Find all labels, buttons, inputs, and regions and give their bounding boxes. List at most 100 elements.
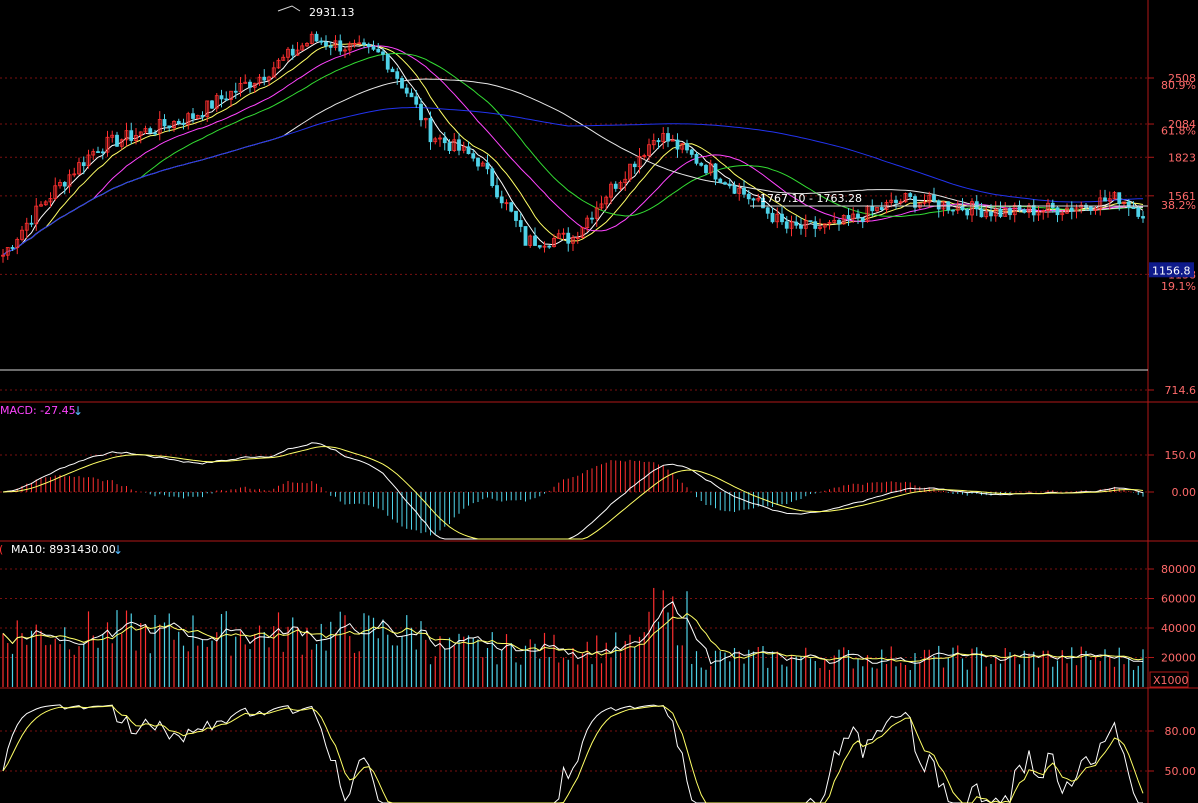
candle-body — [685, 143, 689, 151]
volume-axis-label: 20000 — [1161, 652, 1196, 665]
candle-body — [181, 122, 186, 125]
candle-body — [24, 222, 29, 231]
candle-body — [1055, 207, 1060, 216]
candle-body — [404, 87, 409, 94]
candle-body — [908, 193, 913, 197]
candle-body — [713, 163, 718, 180]
candle-body — [951, 209, 955, 212]
candle-body — [438, 137, 442, 140]
candle-body — [1122, 201, 1126, 204]
candle-body — [708, 163, 713, 174]
volume-ma10-line — [2, 612, 1144, 663]
candle-body — [789, 221, 794, 229]
high-marker-leader — [277, 5, 301, 12]
candle-body — [409, 92, 414, 98]
candle-body — [998, 209, 1003, 217]
candle-body — [376, 48, 381, 53]
current-price-tag: 1156.8 — [1149, 262, 1194, 278]
candle-body — [547, 245, 552, 248]
volume-bars — [2, 587, 1144, 687]
candle-body — [1050, 202, 1055, 209]
candle-body — [1088, 206, 1093, 211]
kdj-grid — [0, 730, 1148, 772]
candle-body — [480, 162, 485, 167]
price-axis-label: 2508 — [1168, 72, 1196, 85]
candle-body — [960, 205, 965, 211]
candle-body — [770, 212, 775, 223]
candle-body — [495, 185, 499, 198]
candle-body — [537, 245, 542, 248]
candle-body — [390, 68, 395, 73]
candle-body — [153, 132, 157, 135]
candle-body — [860, 217, 865, 223]
candle-body — [20, 229, 24, 240]
fib-ratio-label: 80.9% — [1161, 79, 1196, 92]
candle-body — [5, 247, 10, 256]
candle-body — [67, 174, 72, 187]
candle-body — [1017, 205, 1022, 211]
candle-body — [371, 46, 376, 50]
candle-body — [970, 201, 974, 216]
ma20-line — [2, 45, 1144, 256]
candle-body — [870, 206, 875, 212]
volume-unit-box — [1149, 671, 1189, 688]
candle-body — [590, 217, 594, 220]
candle-body — [314, 33, 319, 42]
macd-grid — [0, 454, 1148, 493]
candle-body — [1046, 202, 1050, 212]
current-price-tag-text: 1156.8 — [1152, 264, 1191, 277]
candle-body — [903, 193, 908, 203]
candle-body — [86, 154, 91, 167]
kdj-lines — [2, 704, 1144, 803]
candle-body — [466, 146, 471, 155]
candle-body — [257, 76, 262, 84]
volume-label: MA10: 8931430.00 — [11, 543, 116, 556]
candle-body — [29, 222, 34, 225]
candle-body — [718, 178, 723, 184]
candle-body — [936, 200, 941, 210]
candle-body — [917, 202, 922, 208]
macd-label: MACD: -27.45 — [0, 404, 76, 417]
macd-axis: 150.0 0.00 — [1148, 449, 1196, 499]
candle-body — [485, 162, 490, 170]
candle-body — [542, 245, 547, 248]
candle-body — [243, 81, 248, 84]
candle-body — [433, 138, 438, 143]
candle-body — [680, 143, 685, 150]
candle-body — [979, 208, 984, 218]
candle-body — [499, 196, 504, 204]
candle-body — [1008, 208, 1012, 216]
candle-body — [594, 207, 599, 219]
candle-body — [191, 113, 195, 119]
candle-body — [295, 49, 300, 56]
candle-body — [675, 139, 680, 150]
candle-body — [305, 43, 309, 47]
candle-body — [1112, 192, 1117, 200]
candle-body — [81, 162, 86, 167]
candle-body — [851, 213, 856, 220]
candle-body — [566, 232, 571, 244]
candle-body — [827, 221, 832, 225]
candle-body — [609, 183, 613, 198]
candle-body — [162, 119, 167, 127]
candle-body — [276, 59, 281, 69]
candle-body — [34, 205, 39, 225]
candle-body — [115, 134, 119, 147]
volume-ma-lines — [2, 601, 1144, 665]
candle-body — [922, 201, 927, 204]
candle-body — [119, 139, 124, 147]
candle-body — [224, 98, 229, 101]
volume-ma5-line — [2, 601, 1144, 665]
ma5-line — [2, 40, 1144, 256]
candle-body — [77, 162, 81, 175]
candle-body — [637, 156, 642, 168]
candle-body — [974, 201, 979, 210]
candle-body — [742, 187, 746, 195]
candle-body — [62, 182, 67, 187]
kdj-axis: 80.00 50.00 — [1148, 725, 1196, 778]
candle-body — [471, 153, 476, 159]
candle-body — [927, 194, 932, 203]
macd-axis-label: 150.0 — [1165, 449, 1197, 462]
candle-body — [400, 78, 404, 89]
macd-axis-label: 0.00 — [1172, 486, 1197, 499]
